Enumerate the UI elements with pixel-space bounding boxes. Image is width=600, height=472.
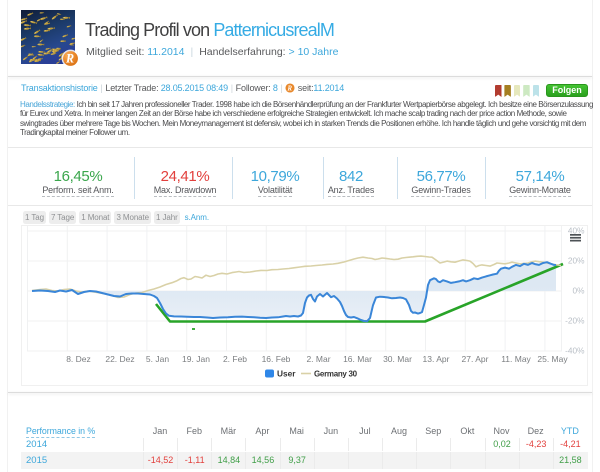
svg-text:13. Apr: 13. Apr: [423, 354, 450, 364]
svg-text:19. Jan: 19. Jan: [182, 354, 210, 364]
svg-text:R: R: [65, 51, 74, 65]
svg-text:40%: 40%: [568, 226, 585, 236]
svg-text:0%: 0%: [573, 286, 586, 296]
svg-text:-40%: -40%: [565, 346, 585, 356]
svg-text:30. Mar: 30. Mar: [383, 354, 412, 364]
svg-text:Germany 30: Germany 30: [314, 370, 358, 379]
svg-text:16. Feb: 16. Feb: [262, 354, 291, 364]
svg-text:2. Mar: 2. Mar: [306, 354, 330, 364]
svg-text:R: R: [287, 85, 293, 92]
svg-text:27. Apr: 27. Apr: [462, 354, 489, 364]
svg-text:User: User: [277, 369, 296, 379]
svg-text:-20%: -20%: [565, 316, 585, 326]
svg-text:22. Dez: 22. Dez: [105, 354, 134, 364]
svg-text:25. May: 25. May: [537, 354, 568, 364]
svg-text:2. Feb: 2. Feb: [223, 354, 247, 364]
svg-text:8. Dez: 8. Dez: [66, 354, 91, 364]
svg-text:20%: 20%: [568, 256, 585, 266]
svg-text:11. May: 11. May: [501, 354, 531, 364]
svg-text:5. Jan: 5. Jan: [146, 354, 169, 364]
svg-text:16. Mar: 16. Mar: [343, 354, 372, 364]
